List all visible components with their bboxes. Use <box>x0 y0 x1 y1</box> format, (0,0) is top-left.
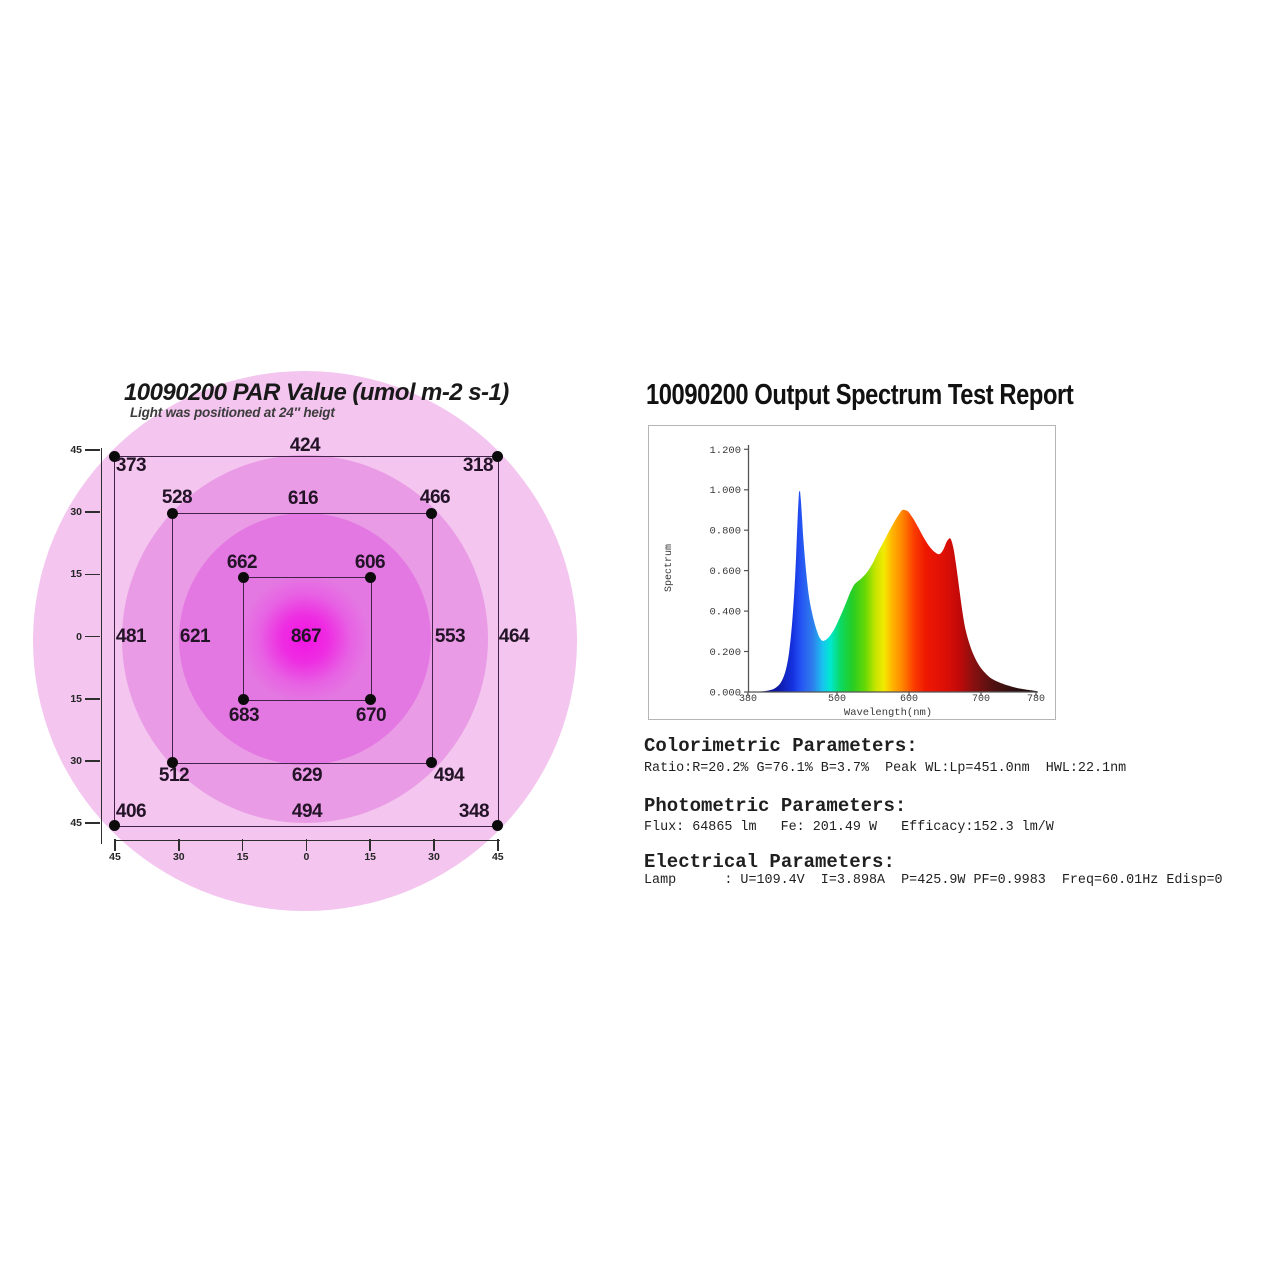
svg-text:780: 780 <box>1027 694 1045 705</box>
svg-text:500: 500 <box>828 694 846 705</box>
svg-text:700: 700 <box>972 694 990 705</box>
svg-text:1.000: 1.000 <box>709 485 741 497</box>
svg-text:Spectrum: Spectrum <box>664 544 675 592</box>
svg-text:600: 600 <box>900 694 918 705</box>
svg-text:0.200: 0.200 <box>709 647 741 659</box>
svg-text:0.600: 0.600 <box>709 566 741 578</box>
svg-text:380: 380 <box>739 694 757 705</box>
svg-text:1.200: 1.200 <box>709 445 741 457</box>
svg-text:0.000: 0.000 <box>709 688 741 700</box>
svg-text:Wavelength(nm): Wavelength(nm) <box>844 707 932 719</box>
svg-text:0.400: 0.400 <box>709 607 741 619</box>
svg-text:0.800: 0.800 <box>709 526 741 538</box>
